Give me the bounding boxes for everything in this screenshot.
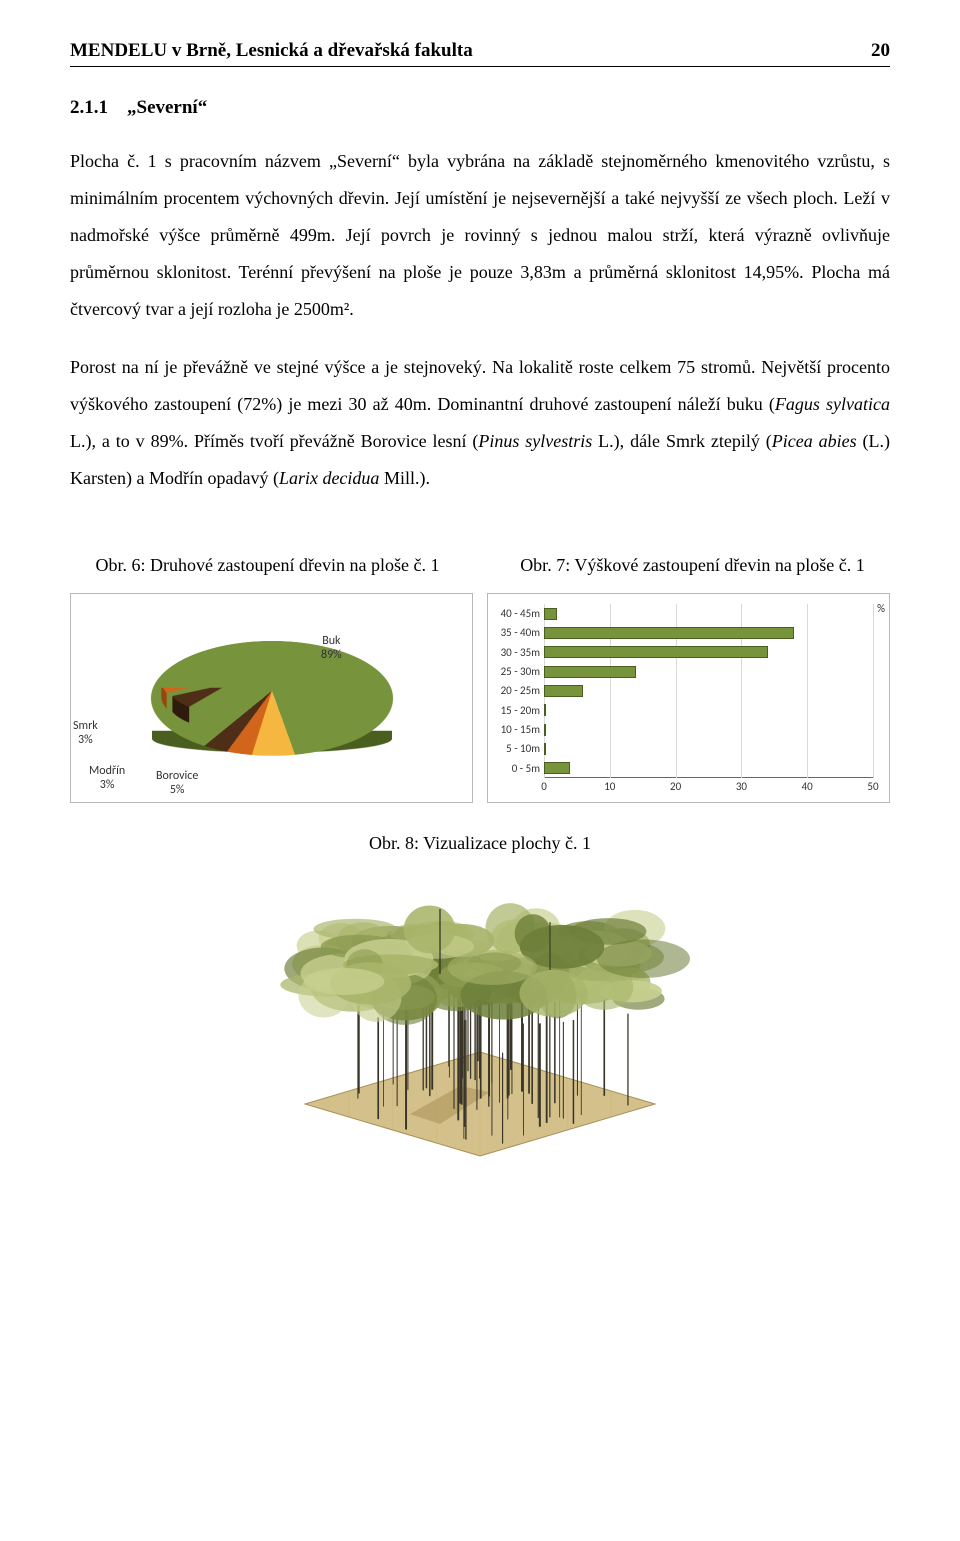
bar-unit-label: % [877, 602, 885, 615]
pie-label: Modřín3% [89, 764, 125, 793]
species-name: Fagus sylvatica [775, 394, 890, 414]
bar-row: 30 - 35m [544, 643, 873, 662]
bar-row: 20 - 25m [544, 681, 873, 700]
species-name: Picea abies [772, 431, 857, 451]
bar-category-label: 20 - 25m [488, 684, 540, 697]
caption-viz: Obr. 8: Vizualizace plochy č. 1 [70, 825, 890, 861]
bar-fill [544, 666, 636, 678]
paragraph-2: Porost na ní je převážně ve stejné výšce… [70, 349, 890, 497]
bar-row: 0 - 5m [544, 759, 873, 778]
pie-label: Buk89% [321, 634, 342, 663]
section-title: 2.1.1 „Severní“ [70, 97, 890, 119]
bar-row: 25 - 30m [544, 662, 873, 681]
bar-row: 40 - 45m [544, 604, 873, 623]
bar-xtick: 40 [802, 780, 813, 793]
bar-row: 15 - 20m [544, 701, 873, 720]
bar-fill [544, 743, 546, 755]
bar-row: 10 - 15m [544, 720, 873, 739]
charts-row: Buk89% Borovice5% Modřín3% Smrk3% % 40 - 45… [70, 593, 890, 803]
bar-xtick: 20 [670, 780, 681, 793]
bar-fill [544, 685, 583, 697]
bar-fill [544, 608, 557, 620]
bar-category-label: 0 - 5m [488, 762, 540, 775]
bar-xtick: 0 [541, 780, 547, 793]
section-name: „Severní“ [127, 97, 207, 118]
bar-category-label: 40 - 45m [488, 607, 540, 620]
bar-fill [544, 627, 794, 639]
bar-fill [544, 724, 546, 736]
species-name: Larix decidua [279, 468, 380, 488]
bar-category-label: 30 - 35m [488, 646, 540, 659]
section-number: 2.1.1 [70, 97, 108, 118]
terrain-svg [270, 869, 690, 1169]
gridline [873, 604, 874, 778]
bar-xtick: 50 [867, 780, 878, 793]
terrain-visualization [270, 869, 690, 1169]
bar-row: 35 - 40m [544, 623, 873, 642]
caption-pie: Obr. 6: Druhové zastoupení dřevin na plo… [70, 547, 465, 583]
bar-fill [544, 762, 570, 774]
bar-xtick: 10 [604, 780, 615, 793]
pie-label: Smrk3% [73, 719, 98, 748]
bar-xtick: 30 [736, 780, 747, 793]
captions-row: Obr. 6: Druhové zastoupení dřevin na plo… [70, 547, 890, 583]
bar-category-label: 35 - 40m [488, 626, 540, 639]
bar-plot-area: 40 - 45m35 - 40m30 - 35m25 - 30m20 - 25m… [544, 604, 873, 778]
caption-bar: Obr. 7: Výškové zastoupení dřevin na plo… [495, 547, 890, 583]
bar-category-label: 15 - 20m [488, 704, 540, 717]
pie-chart: Buk89% Borovice5% Modřín3% Smrk3% [70, 593, 473, 803]
bar-row: 5 - 10m [544, 739, 873, 758]
header-institution: MENDELU v Brně, Lesnická a dřevařská fak… [70, 40, 473, 62]
bar-fill [544, 704, 546, 716]
bar-fill [544, 646, 768, 658]
bar-category-label: 5 - 10m [488, 742, 540, 755]
paragraph-1: Plocha č. 1 s pracovním názvem „Severní“… [70, 143, 890, 327]
pie-label: Borovice5% [156, 769, 198, 798]
bar-category-label: 10 - 15m [488, 723, 540, 736]
bar-x-axis: 01020304050 [544, 780, 873, 796]
header-page-number: 20 [871, 40, 890, 62]
species-name: Pinus sylvestris [478, 431, 592, 451]
bar-category-label: 25 - 30m [488, 665, 540, 678]
page-header: MENDELU v Brně, Lesnická a dřevařská fak… [70, 40, 890, 67]
bar-chart: % 40 - 45m35 - 40m30 - 35m25 - 30m20 - 2… [487, 593, 890, 803]
